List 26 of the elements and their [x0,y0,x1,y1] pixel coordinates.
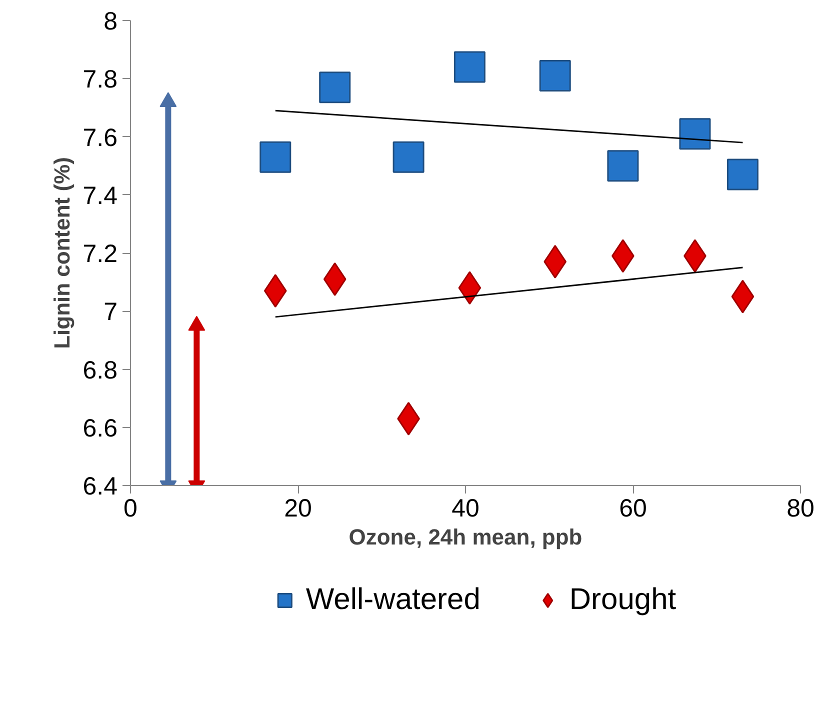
y-tick-label: 7.4 [82,182,118,210]
point [539,60,571,92]
x-tick-label: 80 [786,494,814,522]
x-axis-title: Ozone, 24h mean, ppb [348,524,582,550]
point [392,141,424,173]
legend-label: Drought [569,582,676,616]
x-tick-label: 60 [619,494,647,522]
x-tick-label: 0 [124,494,138,522]
point [260,141,292,173]
y-tick-label: 6.6 [82,414,118,442]
x-tick-label: 40 [452,494,480,522]
y-tick-label: 7.2 [82,240,118,268]
y-tick-label: 6.4 [82,472,118,500]
y-tick-label: 7.6 [82,124,118,152]
point [726,158,758,190]
legend-label: Well-watered [306,582,480,616]
point [319,72,351,104]
y-tick-label: 7.8 [82,66,118,94]
y-axis-title: Lignin content (%) [50,157,75,349]
point [679,118,711,150]
point [454,51,486,83]
point [607,150,639,182]
y-tick-label: 6.8 [82,356,118,384]
y-tick-label: 7 [104,298,118,326]
y-tick-label: 8 [104,8,118,36]
x-tick-label: 20 [284,494,312,522]
